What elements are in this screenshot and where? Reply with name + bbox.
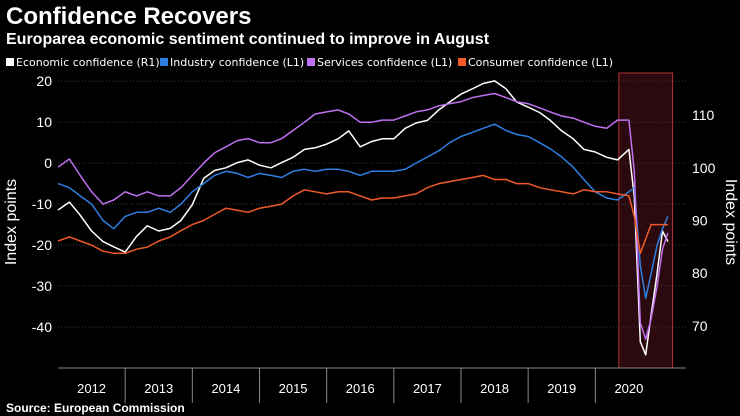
legend-label-services: Services confidence (L1) — [317, 56, 452, 69]
y-tick-right: 90 — [692, 213, 708, 229]
y-tick-right: 110 — [692, 107, 715, 123]
x-tick-label: 2013 — [144, 381, 173, 396]
y-tick-left: -30 — [32, 278, 52, 294]
legend-label-consumer: Consumer confidence (L1) — [468, 56, 613, 69]
x-tick-label: 2015 — [279, 381, 308, 396]
y-tick-left: -40 — [32, 319, 52, 335]
gridlines — [58, 80, 686, 328]
y-tick-left: -10 — [32, 196, 52, 212]
legend-swatch-industry — [160, 58, 168, 66]
x-tick-label: 2018 — [480, 381, 509, 396]
x-tick-label: 2019 — [547, 381, 576, 396]
y-tick-right: 100 — [692, 160, 716, 176]
y-axis-left-label: Index points — [3, 179, 20, 265]
y-tick-left: 10 — [36, 114, 52, 130]
legend-label-economic: Economic confidence (R1) — [16, 56, 160, 69]
x-axis: 2012 2013 2014 2015 2016 2017 2018 2019 2020 — [58, 367, 686, 403]
x-tick-label: 2016 — [346, 381, 375, 396]
y-axis-left: 20 10 0 -10 -20 -30 -40 — [32, 73, 52, 335]
series-lines — [57, 80, 669, 356]
source-note: Source: European Commission — [6, 401, 185, 415]
legend: Economic confidence (R1) Industry confid… — [6, 56, 613, 69]
y-axis-right: 110 100 90 80 70 — [692, 107, 716, 334]
y-tick-left: -20 — [32, 237, 52, 253]
x-tick-label: 2012 — [77, 381, 106, 396]
y-tick-left: 0 — [44, 155, 52, 171]
x-tick-label: 2014 — [211, 381, 240, 396]
series-line-3 — [57, 174, 668, 255]
legend-label-industry: Industry confidence (L1) — [170, 56, 304, 69]
highlight-region — [618, 72, 674, 369]
legend-swatch-services — [307, 58, 315, 66]
y-tick-right: 70 — [692, 318, 708, 334]
legend-swatch-economic — [6, 58, 14, 66]
x-tick-label: 2020 — [614, 381, 643, 396]
series-line-1 — [57, 123, 669, 300]
chart-title: Confidence Recovers — [6, 3, 251, 30]
y-tick-right: 80 — [692, 265, 708, 281]
x-tick-label: 2017 — [413, 381, 442, 396]
series-line-2 — [57, 92, 669, 341]
legend-swatch-consumer — [458, 58, 466, 66]
y-tick-left: 20 — [36, 73, 52, 89]
highlight-rect — [618, 72, 674, 369]
y-axis-right-label: Index points — [722, 179, 739, 265]
series-line-0 — [57, 80, 669, 356]
chart-subtitle: Europarea economic sentiment continued t… — [6, 31, 490, 48]
